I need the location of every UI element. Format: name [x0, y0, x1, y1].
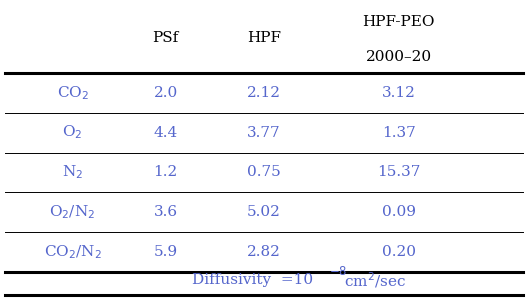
Text: 5.02: 5.02 [247, 205, 281, 219]
Text: 2000–20: 2000–20 [365, 50, 431, 64]
Text: 3.6: 3.6 [154, 205, 178, 219]
Text: CO$_2$/N$_2$: CO$_2$/N$_2$ [44, 243, 101, 261]
Text: 0.20: 0.20 [382, 245, 416, 259]
Text: O$_2$/N$_2$: O$_2$/N$_2$ [50, 203, 96, 221]
Text: 1.2: 1.2 [154, 165, 178, 179]
Text: 2.0: 2.0 [154, 86, 178, 100]
Text: cm$^2$/sec: cm$^2$/sec [344, 271, 407, 290]
Text: 0.09: 0.09 [382, 205, 416, 219]
Text: 1.37: 1.37 [382, 126, 416, 140]
Text: 15.37: 15.37 [377, 165, 420, 179]
Text: 5.9: 5.9 [154, 245, 178, 259]
Text: 2.12: 2.12 [247, 86, 281, 100]
Text: 4.4: 4.4 [154, 126, 178, 140]
Text: HPF-PEO: HPF-PEO [362, 15, 435, 29]
Text: 3.77: 3.77 [247, 126, 281, 140]
Text: CO$_2$: CO$_2$ [56, 84, 89, 102]
Text: 3.12: 3.12 [382, 86, 416, 100]
Text: Diffusivity  =10: Diffusivity =10 [192, 274, 313, 287]
Text: N$_2$: N$_2$ [62, 164, 83, 181]
Text: 0.75: 0.75 [247, 165, 281, 179]
Text: 2.82: 2.82 [247, 245, 281, 259]
Text: O$_2$: O$_2$ [62, 124, 83, 142]
Text: HPF: HPF [247, 31, 281, 45]
Text: PSf: PSf [153, 31, 179, 45]
Text: $-8$: $-8$ [328, 265, 347, 278]
